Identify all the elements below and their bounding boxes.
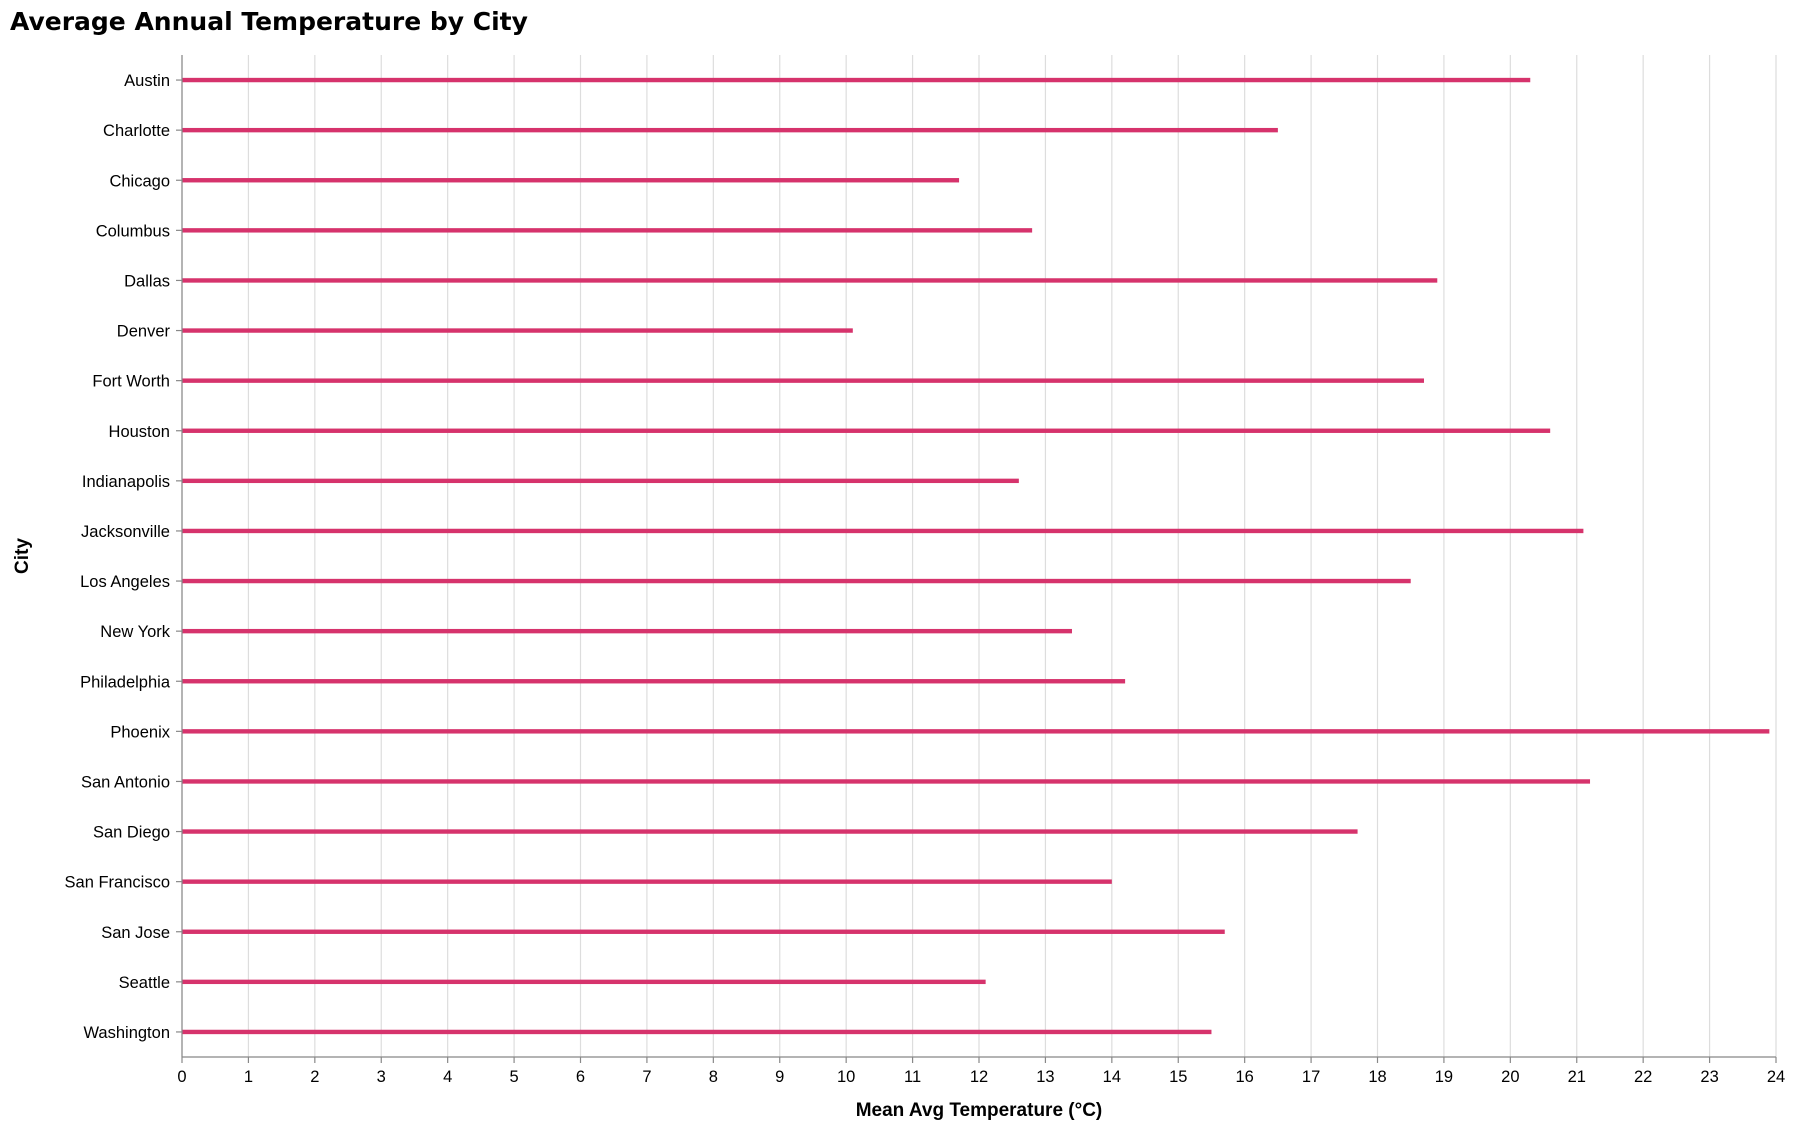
- bar-denver: [182, 328, 853, 333]
- y-tick-label: Columbus: [96, 222, 170, 240]
- x-tick-label: 0: [177, 1068, 186, 1086]
- bar-phoenix: [182, 729, 1770, 734]
- bar-fort-worth: [182, 378, 1424, 383]
- axes: Austin Charlotte Chicago Columbus Dallas Denv…: [65, 55, 1785, 1086]
- y-tick-label: Fort Worth: [92, 373, 170, 391]
- bar-dallas: [182, 278, 1438, 283]
- x-tick-label: 5: [509, 1068, 518, 1086]
- bar-austin: [182, 77, 1531, 83]
- y-tick-label: San Jose: [101, 924, 170, 942]
- x-tick-label: 2: [310, 1068, 319, 1086]
- bar-philadelphia: [182, 679, 1126, 684]
- bar-los-angeles: [182, 578, 1411, 584]
- y-tick-label: Denver: [117, 323, 171, 341]
- bar-jacksonville: [182, 528, 1584, 534]
- y-tick-label: Austin: [124, 72, 170, 90]
- bar-washington: [182, 1029, 1212, 1035]
- y-tick-label: Los Angeles: [80, 573, 170, 591]
- bar-san-jose: [182, 929, 1225, 934]
- x-tick-label: 22: [1634, 1068, 1652, 1086]
- x-tick-label: 11: [904, 1068, 921, 1086]
- x-tick-label: 21: [1568, 1068, 1586, 1086]
- bar-san-francisco: [182, 879, 1112, 884]
- y-axis-title: City: [12, 538, 33, 574]
- bar-charlotte: [182, 127, 1278, 133]
- x-tick-label: 17: [1302, 1068, 1320, 1086]
- chart-title: Average Annual Temperature by City: [10, 7, 528, 36]
- x-tick-label: 1: [244, 1068, 253, 1086]
- x-tick-label: 8: [709, 1068, 718, 1086]
- y-tick-label: Washington: [83, 1024, 170, 1042]
- x-tick-label: 15: [1169, 1068, 1187, 1086]
- y-tick-label: Indianapolis: [82, 473, 170, 491]
- y-tick-label: New York: [100, 623, 170, 641]
- bar-seattle: [182, 979, 986, 985]
- x-tick-label: 3: [377, 1068, 386, 1086]
- x-tick-label: 23: [1700, 1068, 1718, 1086]
- y-tick-label: San Francisco: [65, 874, 170, 892]
- bar-indianapolis: [182, 478, 1019, 484]
- grid-lines: [181, 55, 1777, 1057]
- x-tick-label: 19: [1435, 1068, 1453, 1086]
- y-tick-label: Jacksonville: [81, 523, 170, 541]
- x-tick-label: 16: [1235, 1068, 1253, 1086]
- y-tick-label: San Diego: [93, 824, 170, 842]
- bar-san-antonio: [182, 779, 1591, 784]
- x-tick-label: 18: [1368, 1068, 1386, 1086]
- x-tick-label: 12: [970, 1068, 988, 1086]
- x-tick-label: 20: [1501, 1068, 1519, 1086]
- y-tick-label: San Antonio: [81, 773, 170, 791]
- x-tick-label: 4: [443, 1068, 452, 1086]
- bars: [182, 77, 1770, 1035]
- bar-columbus: [182, 228, 1033, 233]
- x-axis-title: Mean Avg Temperature (°C): [856, 1100, 1103, 1121]
- bar-houston: [182, 428, 1551, 433]
- x-tick-label: 6: [576, 1068, 585, 1086]
- y-tick-label: Phoenix: [110, 723, 170, 741]
- x-tick-label: 13: [1036, 1068, 1054, 1086]
- bar-new-york: [182, 628, 1072, 634]
- bar-chicago: [182, 178, 960, 183]
- bar-san-diego: [182, 829, 1358, 834]
- y-tick-label: Seattle: [119, 974, 170, 992]
- x-tick-label: 14: [1103, 1068, 1121, 1086]
- y-tick-label: Philadelphia: [80, 673, 171, 691]
- x-tick-label: 9: [775, 1068, 784, 1086]
- y-tick-label: Chicago: [109, 172, 170, 190]
- x-tick-label: 7: [642, 1068, 651, 1086]
- y-tick-label: Houston: [109, 423, 170, 441]
- x-tick-label: 24: [1767, 1068, 1785, 1086]
- y-tick-label: Charlotte: [103, 122, 170, 140]
- x-tick-label: 10: [837, 1068, 855, 1086]
- y-tick-label: Dallas: [124, 272, 170, 290]
